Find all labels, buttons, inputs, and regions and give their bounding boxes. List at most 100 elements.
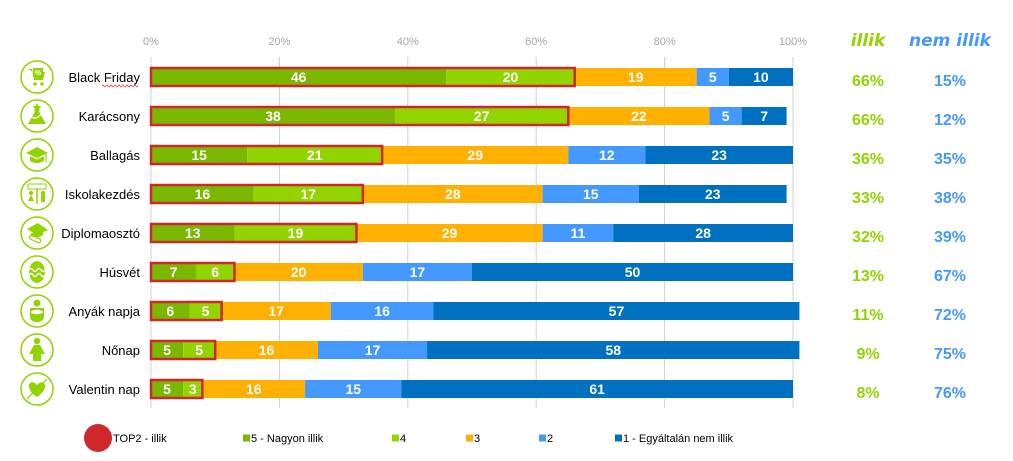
bar-segment — [741, 107, 787, 125]
mother-baby-icon-glyph — [30, 299, 44, 322]
data-label: 20 — [503, 69, 519, 85]
bar-segment — [568, 107, 710, 125]
bar-segment — [221, 302, 331, 320]
top2-highlight-box — [149, 144, 384, 166]
legend-item: 2 — [539, 433, 553, 445]
bar-segment — [317, 341, 428, 359]
bar-segment — [151, 107, 395, 125]
data-label: 5 — [163, 342, 171, 358]
bar-segment — [574, 68, 697, 86]
bar-segment — [362, 185, 543, 203]
data-label: 61 — [589, 381, 605, 397]
data-label: 3 — [189, 381, 197, 397]
legend-swatch — [84, 424, 112, 452]
christmas-tree-icon-glyph — [28, 103, 46, 124]
chart-row: % Black Friday 46 20 19 5 10 — [20, 60, 793, 94]
bar-segment — [151, 302, 190, 320]
bar-segment — [696, 68, 729, 86]
legend-item: 3 — [466, 433, 480, 445]
x-tick-label: 60% — [525, 36, 547, 48]
top2-highlight-box — [149, 183, 365, 205]
legend-item: 5 - Nagyon illik — [243, 433, 324, 445]
data-label: 15 — [345, 381, 361, 397]
summary-value: 39% — [934, 229, 966, 246]
data-label: 27 — [474, 108, 490, 124]
bar-segment — [427, 341, 800, 359]
star — [32, 103, 42, 112]
data-label: 19 — [628, 69, 644, 85]
top2-highlight-box — [149, 261, 236, 283]
bar-segment — [234, 224, 357, 242]
data-label: 7 — [170, 264, 178, 280]
data-label: 23 — [711, 147, 727, 163]
bar-segment — [195, 263, 235, 281]
x-axis-ticks: 0% 20% 40% 60% 80% 100% — [143, 36, 807, 48]
bar-segment — [253, 185, 363, 203]
bar-segment — [613, 224, 793, 242]
woman-icon — [20, 333, 54, 367]
legend-label: 3 — [474, 433, 480, 445]
data-label: 20 — [291, 264, 307, 280]
bar-segment — [151, 224, 235, 242]
category-label: Karácsony — [79, 109, 141, 124]
data-label: 7 — [760, 108, 768, 124]
bar-segment — [472, 263, 793, 281]
summary-value: 8% — [856, 385, 879, 402]
data-label: 28 — [445, 186, 461, 202]
bar-segment — [189, 302, 222, 320]
heart-arrow-icon-glyph — [26, 378, 48, 400]
data-label: 5 — [722, 108, 730, 124]
bar-segment — [151, 380, 184, 398]
summary-value: 9% — [856, 346, 879, 363]
summary-value: 72% — [934, 307, 966, 324]
data-label: 11 — [571, 225, 586, 241]
school-kids-icon — [20, 177, 54, 211]
shopping-cart-percent-icon: % — [20, 60, 54, 94]
data-label: 21 — [307, 147, 323, 163]
bar-segment — [202, 380, 306, 398]
bar-segment — [728, 68, 793, 86]
summary-value: 33% — [852, 190, 884, 207]
summary-header: nem illik — [909, 31, 993, 51]
bar-segment — [433, 302, 800, 320]
bar-segment — [151, 68, 447, 86]
summary-value: 12% — [934, 112, 966, 129]
school-kids-icon-glyph — [27, 183, 47, 204]
easter-egg-icon-glyph — [28, 261, 46, 283]
x-tick-label: 80% — [654, 36, 676, 48]
data-label: 15 — [583, 186, 599, 202]
bar-segment — [234, 263, 363, 281]
legend-item: TOP2 - illik — [84, 424, 167, 452]
bar-segment — [151, 341, 184, 359]
chart-row: Anyák napja 6 5 17 16 57 — [20, 294, 800, 328]
bar-segment — [151, 185, 254, 203]
summary-value: 15% — [934, 73, 966, 90]
spellcheck-underline — [101, 84, 139, 88]
top2-highlight-box — [149, 105, 570, 127]
category-label: Anyák napja — [68, 304, 140, 319]
data-label: 17 — [365, 342, 381, 358]
category-label: Diplomaosztó — [61, 226, 140, 241]
egg-wave — [28, 267, 46, 273]
data-label: 6 — [166, 303, 174, 319]
summary-value: 76% — [934, 385, 966, 402]
bar-segment — [382, 146, 569, 164]
cap-band — [30, 156, 44, 163]
arrow-shaft — [26, 378, 48, 400]
woman-head — [33, 337, 41, 345]
bar-segment — [542, 224, 614, 242]
data-label: 22 — [631, 108, 647, 124]
legend-label: TOP2 - illik — [113, 433, 167, 445]
data-label: 10 — [753, 69, 769, 85]
shopping-cart-percent-icon-glyph: % — [28, 68, 45, 86]
legend-swatch — [539, 434, 546, 442]
legend-swatch — [615, 434, 622, 442]
data-label: 16 — [195, 186, 211, 202]
kid-head — [40, 190, 46, 196]
chart-row: Diplomaosztó 13 19 29 11 28 — [20, 216, 793, 250]
legend-swatch — [392, 434, 399, 442]
data-label: 5 — [195, 342, 203, 358]
data-label: 5 — [202, 303, 210, 319]
top2-highlight-box — [149, 222, 358, 244]
bar-segment — [247, 146, 383, 164]
